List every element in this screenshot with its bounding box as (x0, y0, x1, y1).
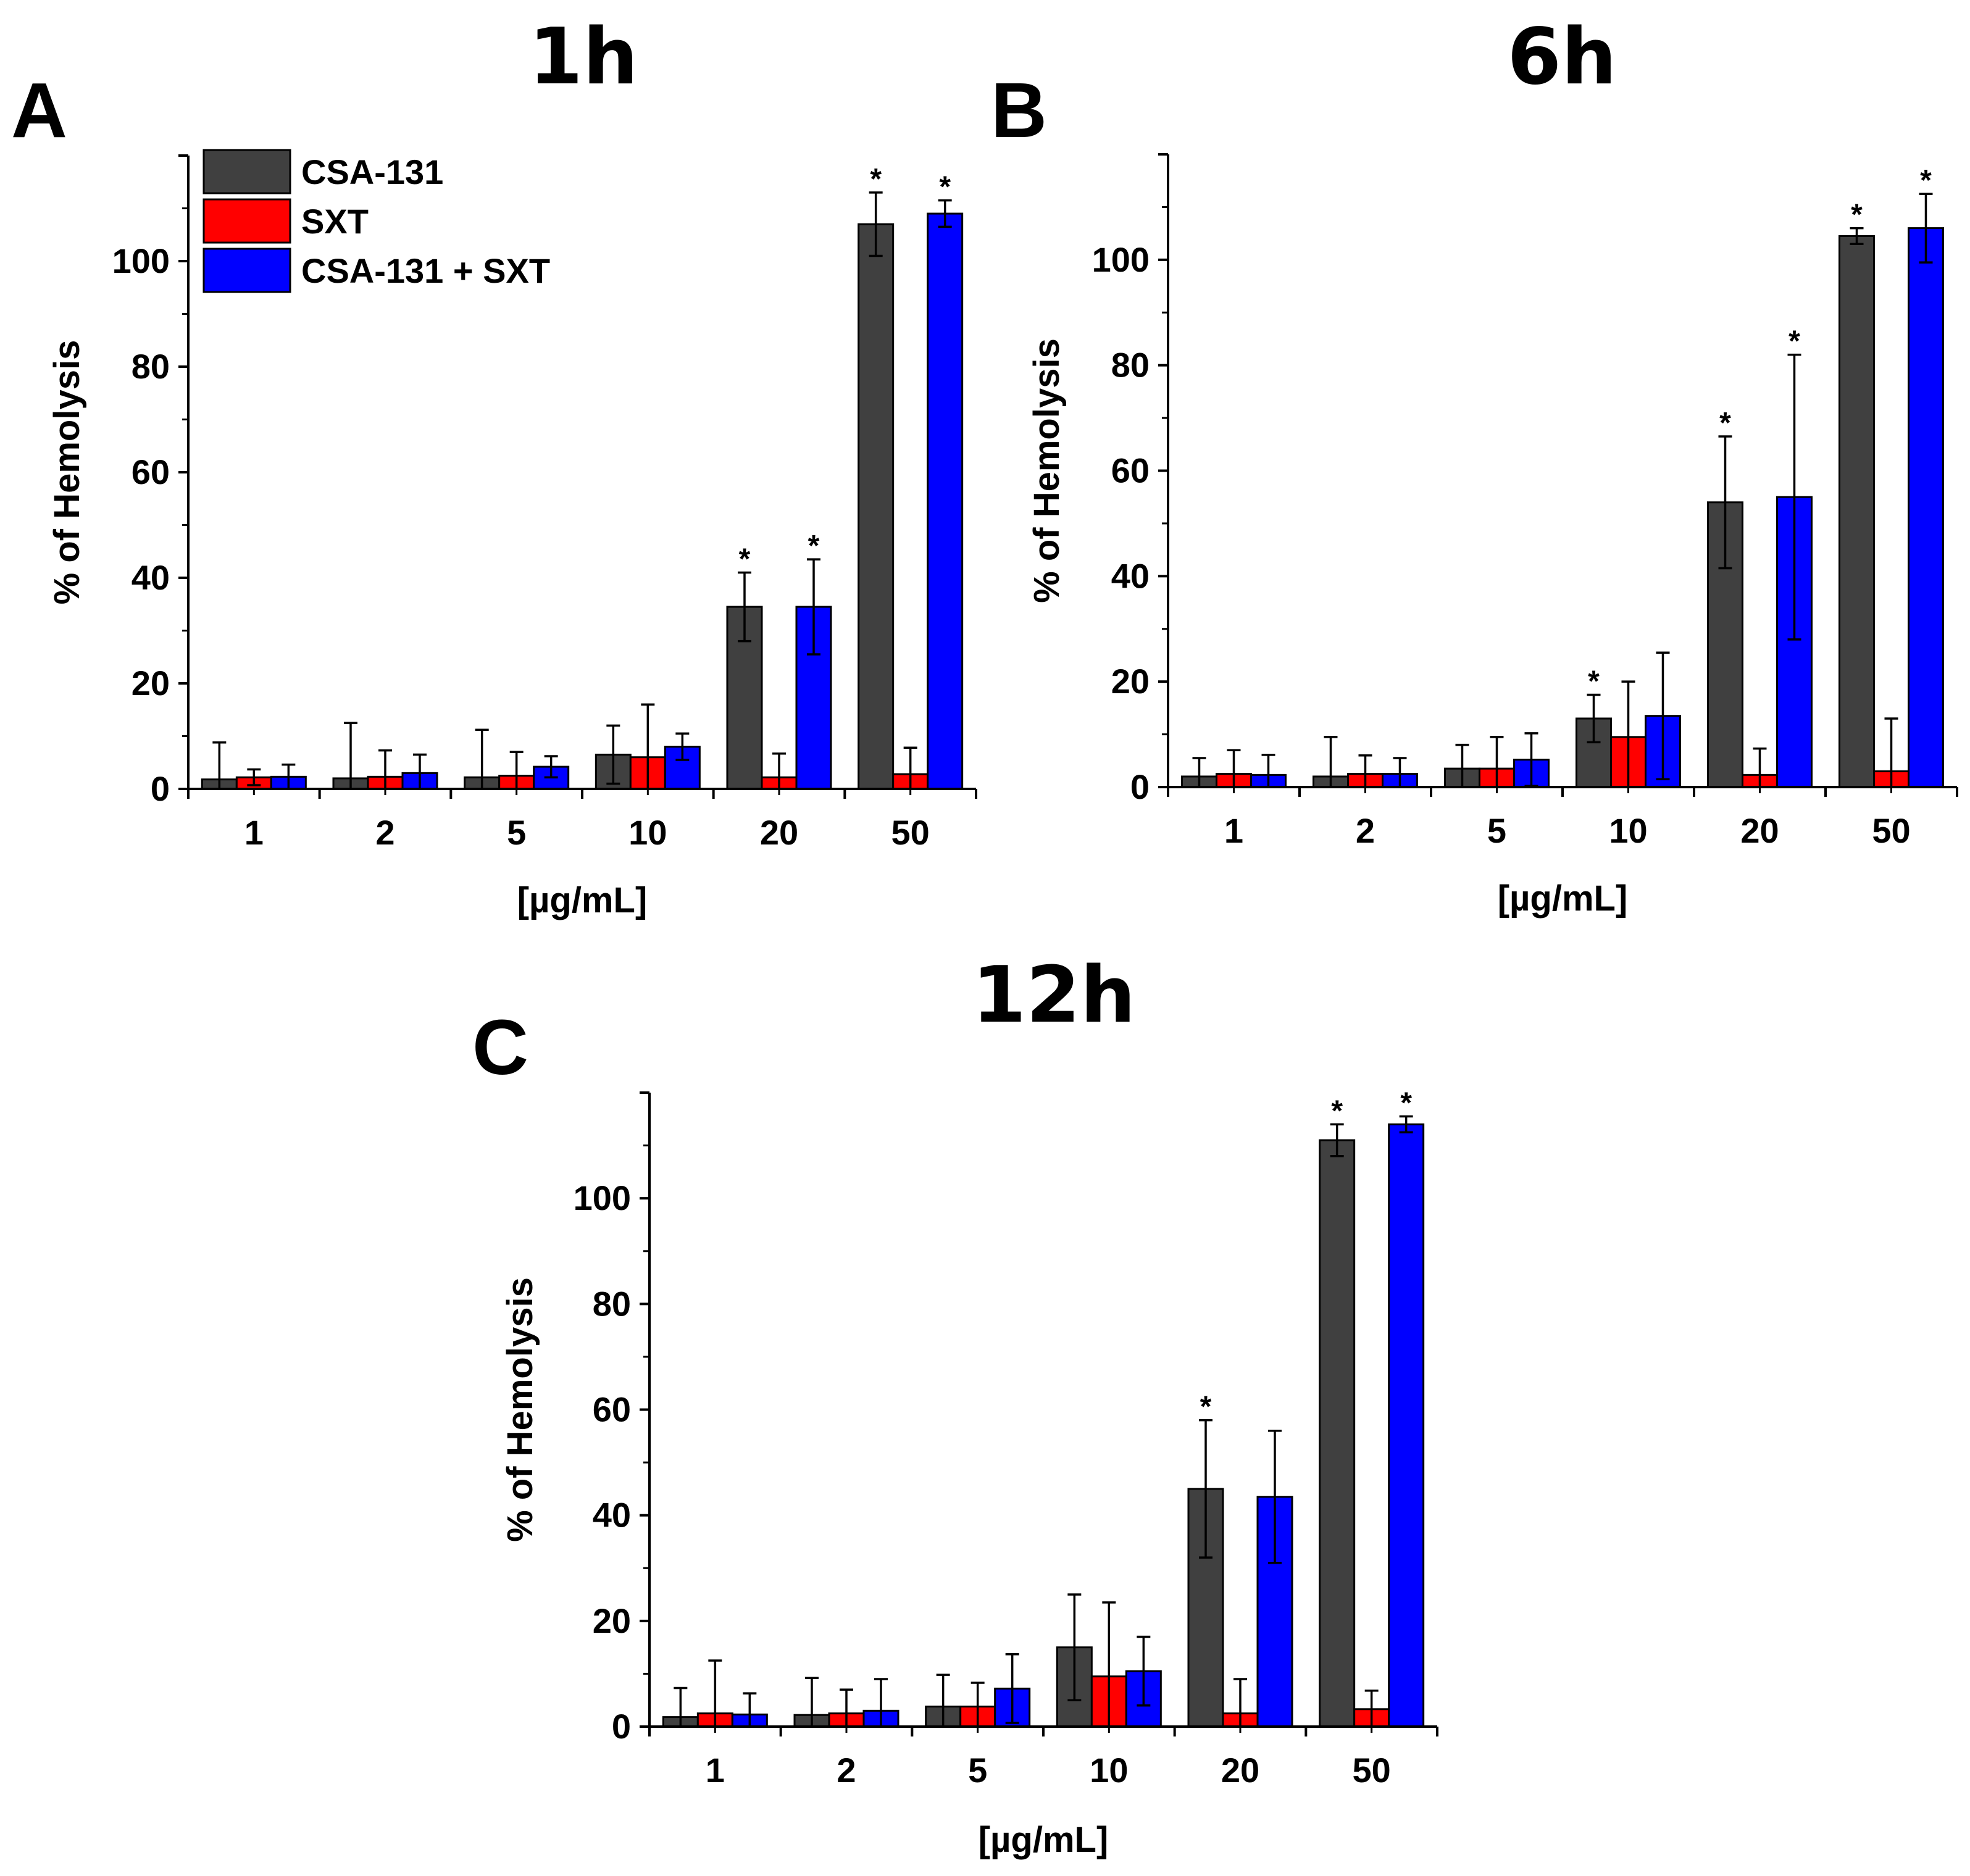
bar (1319, 1139, 1356, 1728)
y-tick-label: 100 (112, 241, 170, 280)
panel-c-letter: C (472, 1004, 528, 1091)
y-axis-label: % of Hemolysis (47, 340, 87, 605)
x-tick-label: 20 (1221, 1751, 1259, 1790)
x-tick-label: 10 (1090, 1751, 1128, 1790)
series-csa-131-sxt: ** (270, 171, 964, 790)
y-tick-label: 80 (593, 1284, 631, 1323)
bar (1839, 235, 1875, 788)
y-tick-label: 80 (131, 347, 170, 386)
series-csa-131-sxt: * (731, 1087, 1425, 1728)
significance-marker: * (1788, 325, 1800, 358)
significance-marker: * (1400, 1087, 1412, 1120)
series-csa-131: ** (662, 1094, 1356, 1728)
significance-marker: * (1331, 1094, 1343, 1127)
legend-label: CSA-131 (301, 152, 443, 191)
x-tick-label: 5 (507, 813, 526, 852)
significance-marker: * (1920, 164, 1932, 197)
x-tick-label: 20 (760, 813, 798, 852)
series-csa-131: ** (201, 163, 895, 790)
significance-marker: * (808, 530, 820, 562)
y-tick-label: 20 (593, 1601, 631, 1640)
panel-b-title: 6h (1507, 11, 1616, 102)
legend-swatch (202, 198, 291, 244)
panel-c-title: 12h (972, 949, 1135, 1040)
legend-label: SXT (301, 202, 369, 241)
legend-swatch (202, 149, 291, 194)
x-axis-label: [µg/mL] (517, 880, 648, 920)
significance-marker: * (739, 543, 751, 575)
x-tick-label: 2 (375, 813, 394, 852)
x-tick-label: 1 (1224, 811, 1243, 850)
y-tick-label: 60 (131, 452, 170, 491)
panel-a-letter: A (11, 67, 67, 154)
x-tick-label: 50 (1353, 1751, 1391, 1790)
y-tick-label: 20 (131, 664, 170, 702)
y-tick-label: 40 (593, 1496, 631, 1535)
y-tick-label: 60 (1111, 451, 1150, 490)
y-tick-label: 100 (574, 1178, 631, 1217)
y-tick-label: 40 (131, 558, 170, 597)
x-tick-label: 2 (1356, 811, 1375, 850)
significance-marker: * (939, 171, 951, 204)
bar (927, 212, 964, 790)
legend: CSA-131 SXT CSA-131 + SXT (202, 149, 550, 293)
x-tick-label: 50 (1872, 811, 1910, 850)
series-csa-131: * * * (1181, 199, 1875, 788)
x-axis-label: [µg/mL] (1498, 878, 1628, 919)
bar (1388, 1123, 1425, 1728)
y-tick-label: 0 (612, 1707, 631, 1746)
y-tick-label: 60 (593, 1390, 631, 1429)
y-tick-label: 100 (1092, 240, 1150, 279)
y-axis-label: % of Hemolysis (500, 1277, 540, 1542)
bar (795, 606, 832, 790)
legend-swatch (202, 248, 291, 293)
y-tick-label: 0 (151, 769, 170, 808)
x-tick-label: 1 (244, 813, 264, 852)
significance-marker: * (1851, 199, 1863, 231)
bar (1908, 227, 1944, 788)
y-tick-label: 0 (1130, 767, 1150, 806)
x-tick-label: 5 (968, 1751, 987, 1790)
x-tick-label: 2 (837, 1751, 856, 1790)
significance-marker: * (1588, 665, 1600, 698)
x-tick-label: 10 (628, 813, 667, 852)
significance-marker: * (1200, 1391, 1212, 1424)
y-tick-label: 80 (1111, 346, 1150, 385)
significance-marker: * (1719, 407, 1731, 440)
x-tick-label: 10 (1609, 811, 1647, 850)
panel-a-title: 1h (528, 11, 638, 102)
y-axis-label: % of Hemolysis (1027, 338, 1067, 603)
x-tick-label: 1 (706, 1751, 725, 1790)
x-tick-label: 50 (891, 813, 930, 852)
x-axis-label: [µg/mL] (979, 1820, 1109, 1860)
y-tick-label: 20 (1111, 662, 1150, 701)
panel-b-letter: B (991, 67, 1047, 154)
x-tick-label: 5 (1487, 811, 1506, 850)
significance-marker: * (870, 163, 882, 196)
bar (858, 223, 895, 790)
legend-label: CSA-131 + SXT (301, 251, 550, 290)
series-csa-131-sxt: ** (1250, 164, 1944, 788)
x-tick-label: 20 (1740, 811, 1779, 850)
y-tick-label: 40 (1111, 556, 1150, 595)
